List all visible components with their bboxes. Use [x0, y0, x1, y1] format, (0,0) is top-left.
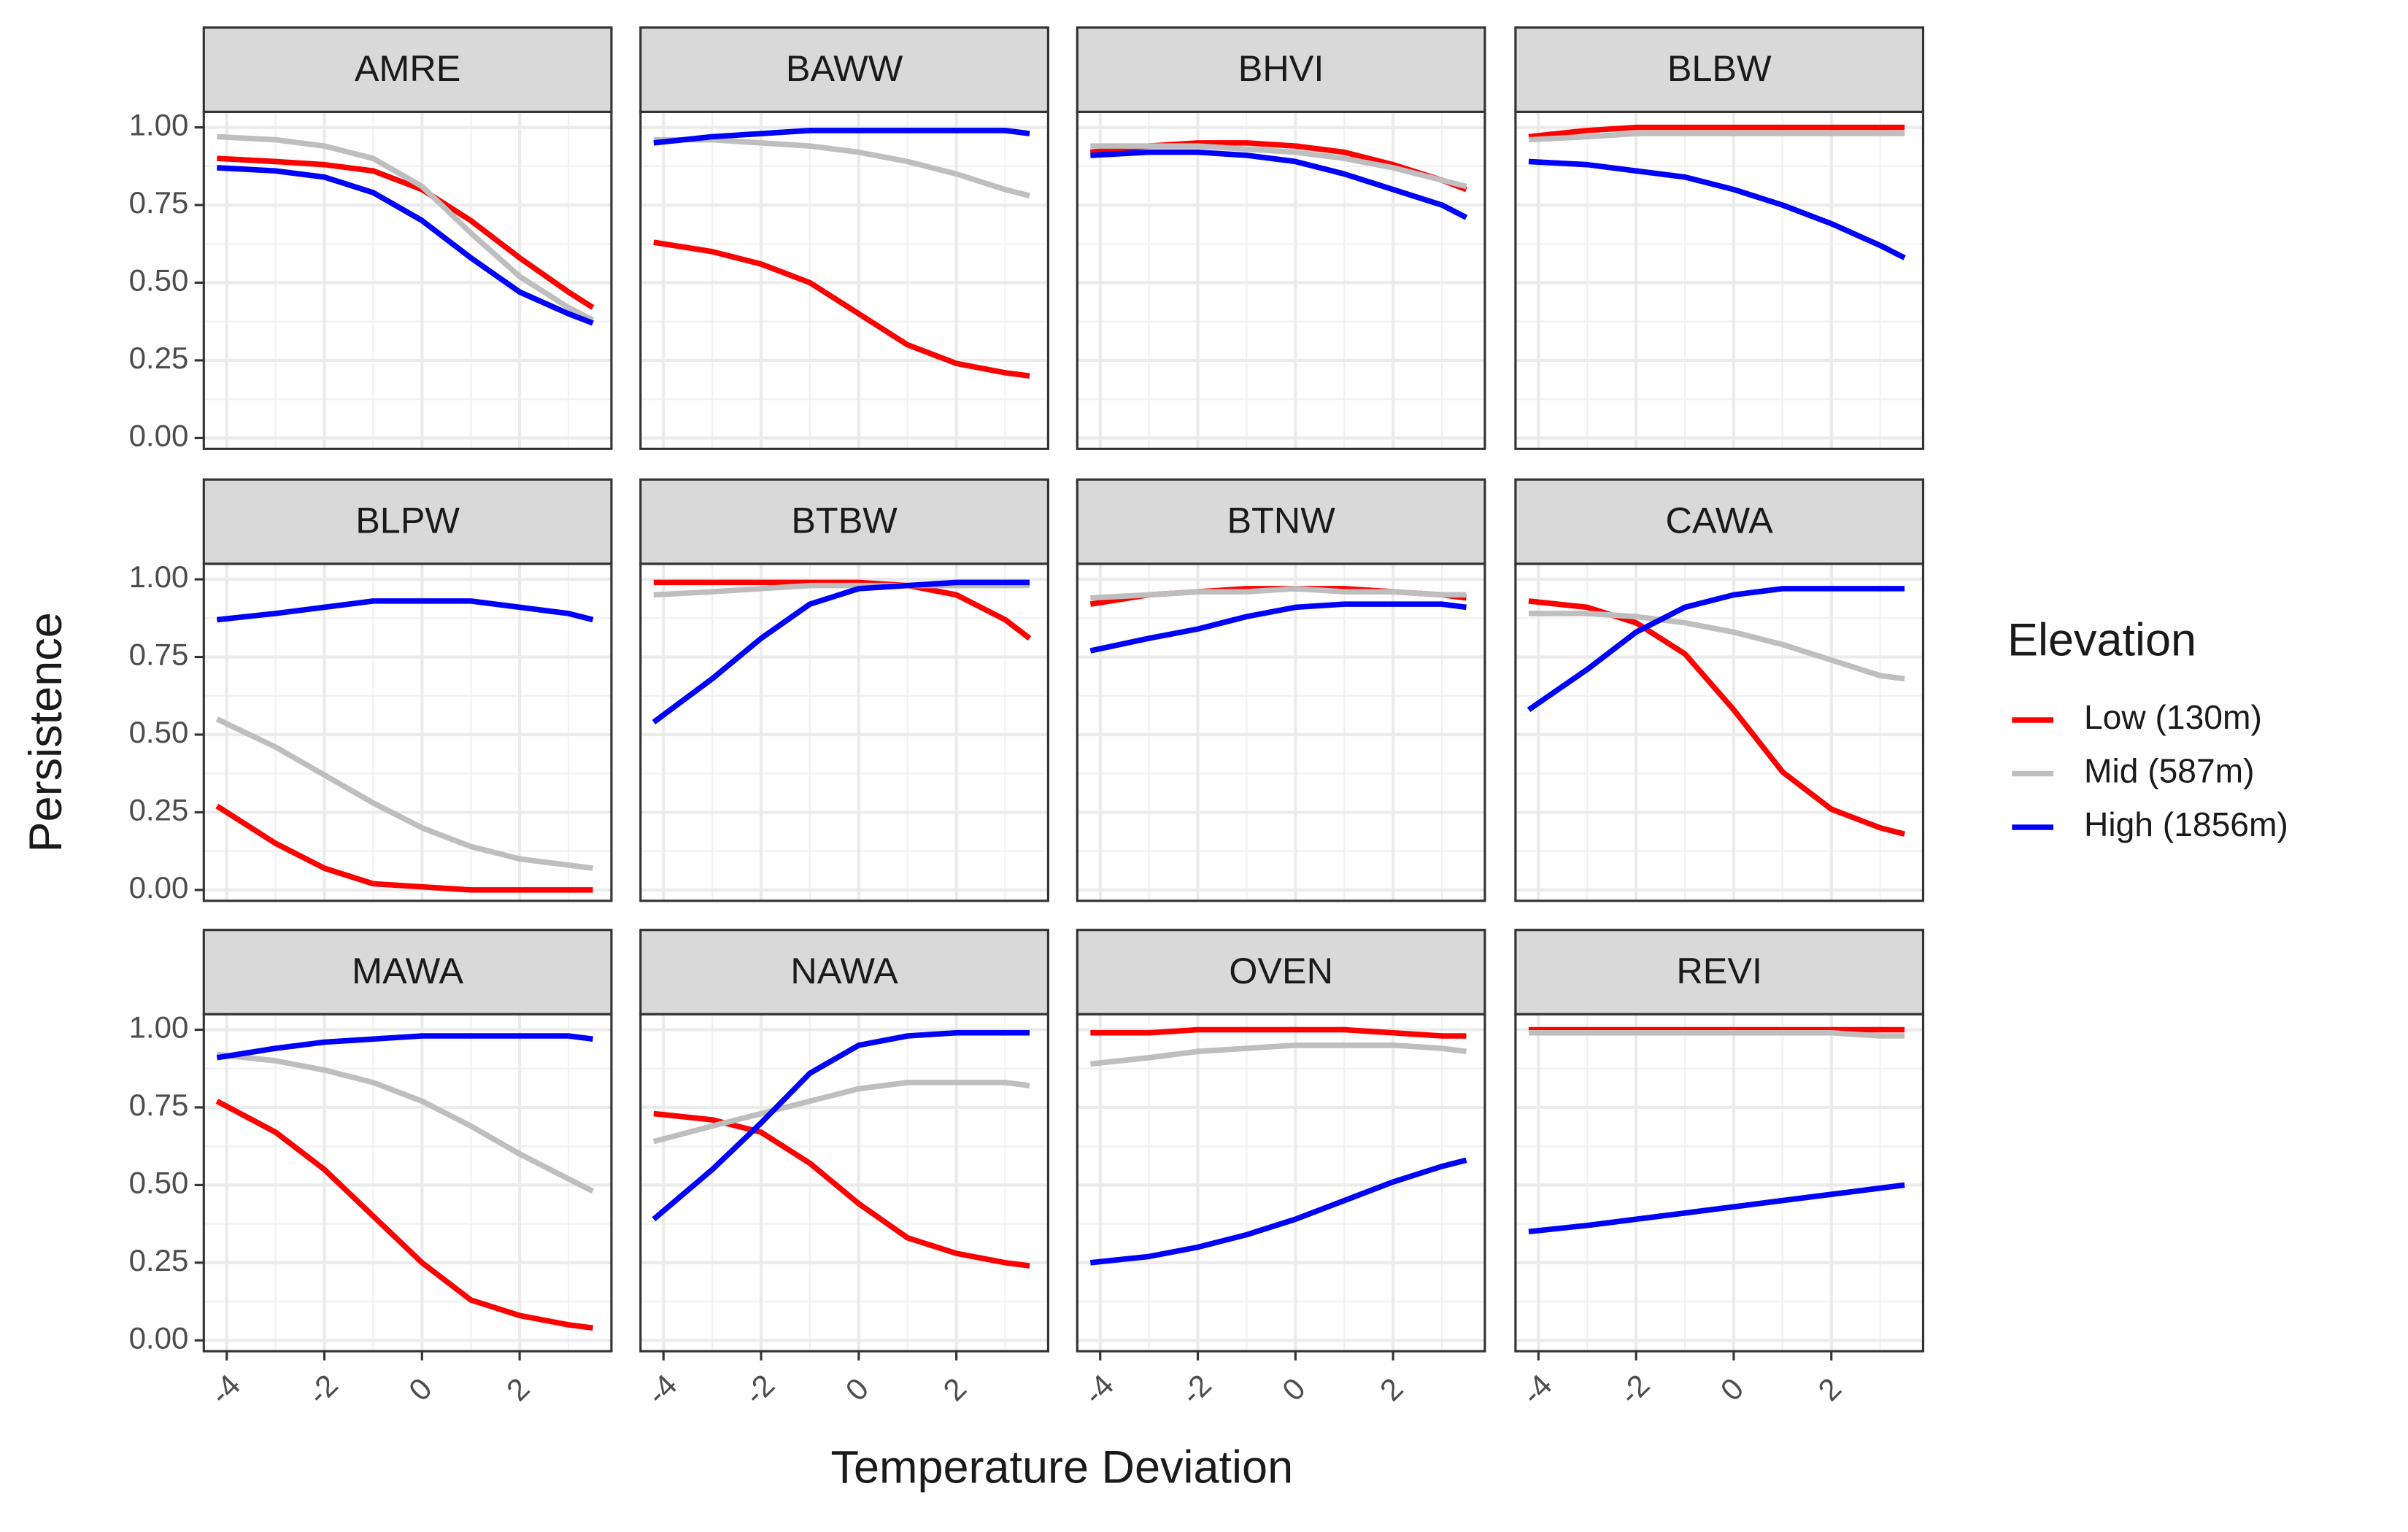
y-tick-label: 0.50 [129, 263, 189, 298]
y-tick-label: 0.25 [129, 1243, 189, 1277]
series-line [216, 1033, 593, 1061]
strip-background [639, 478, 1049, 565]
y-tick-label: 1.00 [129, 1010, 189, 1045]
strip-title: MAWA [352, 950, 463, 991]
series-line [652, 1029, 1030, 1222]
y-tick-label: 1.00 [129, 108, 189, 142]
y-tick-label: 0.75 [129, 638, 189, 672]
series-line [653, 128, 1030, 146]
panel-background [1515, 1014, 1923, 1352]
panel-background [204, 563, 611, 901]
series-line [652, 579, 1030, 724]
series-line [653, 136, 1030, 198]
y-tick-label: 0.00 [129, 418, 189, 452]
strip-title: CAWA [1666, 499, 1774, 541]
series-line [1528, 158, 1906, 260]
panel-background [640, 112, 1049, 449]
series-line [1090, 1026, 1467, 1039]
panel-background [1077, 1014, 1485, 1352]
series-line [216, 1051, 595, 1194]
legend-label: Mid (587m) [2084, 752, 2255, 790]
strip-background [1514, 478, 1925, 565]
strip-title: BAWW [786, 47, 903, 89]
series-line [215, 1099, 593, 1331]
strip-background [202, 478, 613, 565]
strip-title: NAWA [790, 950, 898, 991]
strip-background [1514, 929, 1925, 1015]
panel-background [1515, 563, 1923, 901]
series-line [1528, 131, 1905, 143]
panel-background [1077, 112, 1485, 449]
y-tick-label: 0.00 [129, 1320, 189, 1355]
y-tick-label: 0.25 [129, 341, 189, 375]
strip-title: OVEN [1229, 950, 1333, 991]
y-tick-label: 1.00 [129, 560, 189, 594]
series-line [1528, 1029, 1905, 1039]
series-line [1090, 143, 1467, 190]
legend-label: Low (130m) [2084, 698, 2262, 736]
panel-background [1077, 563, 1485, 901]
series-line [1090, 586, 1467, 601]
y-tick-label: 0.75 [129, 185, 189, 220]
y-tick-label: 0.25 [129, 793, 189, 827]
series-line [1528, 1182, 1905, 1235]
strip-title: BLBW [1667, 47, 1772, 89]
series-line [215, 716, 593, 871]
series-line [652, 1080, 1030, 1145]
series-line [217, 165, 594, 326]
panel-background [640, 1014, 1049, 1352]
series-line [217, 134, 595, 322]
strip-title: BTNW [1227, 499, 1335, 541]
y-tick-label: 0.00 [129, 870, 189, 905]
strip-background [639, 26, 1049, 113]
series-line [215, 803, 593, 893]
series-line [653, 579, 1032, 641]
strip-title: BLPW [355, 499, 460, 541]
y-axis-title: Persistence [20, 612, 72, 852]
legend-title: Elevation [2007, 615, 2196, 666]
panel-background [204, 1014, 611, 1352]
strip-background [639, 929, 1049, 1015]
panel-background [640, 563, 1049, 901]
series-line [653, 582, 1030, 598]
series-line [216, 598, 594, 623]
y-tick-label: 0.75 [129, 1088, 189, 1122]
series-line [1089, 1042, 1467, 1067]
strip-background [1076, 26, 1486, 113]
strip-background [1076, 478, 1486, 565]
series-line [1089, 601, 1467, 654]
strip-background [1076, 929, 1486, 1015]
y-tick-label: 0.50 [129, 715, 189, 749]
strip-title: BTBW [791, 499, 898, 541]
strip-background [202, 929, 613, 1015]
y-tick-label: 0.50 [129, 1165, 189, 1199]
series-line [1528, 611, 1905, 682]
legend-label: High (1856m) [2084, 805, 2288, 843]
series-line [1527, 586, 1905, 713]
x-axis-title: Temperature Deviation [830, 1442, 1293, 1493]
strip-title: AMRE [355, 47, 461, 89]
strip-title: REVI [1676, 950, 1762, 991]
series-line [1089, 1157, 1467, 1266]
series-line [1090, 149, 1468, 220]
series-line [653, 239, 1030, 379]
panel-background [1515, 112, 1923, 449]
series-line [1528, 124, 1905, 140]
strip-title: BHVI [1238, 47, 1324, 89]
strip-background [202, 26, 613, 113]
strip-background [1514, 26, 1925, 113]
